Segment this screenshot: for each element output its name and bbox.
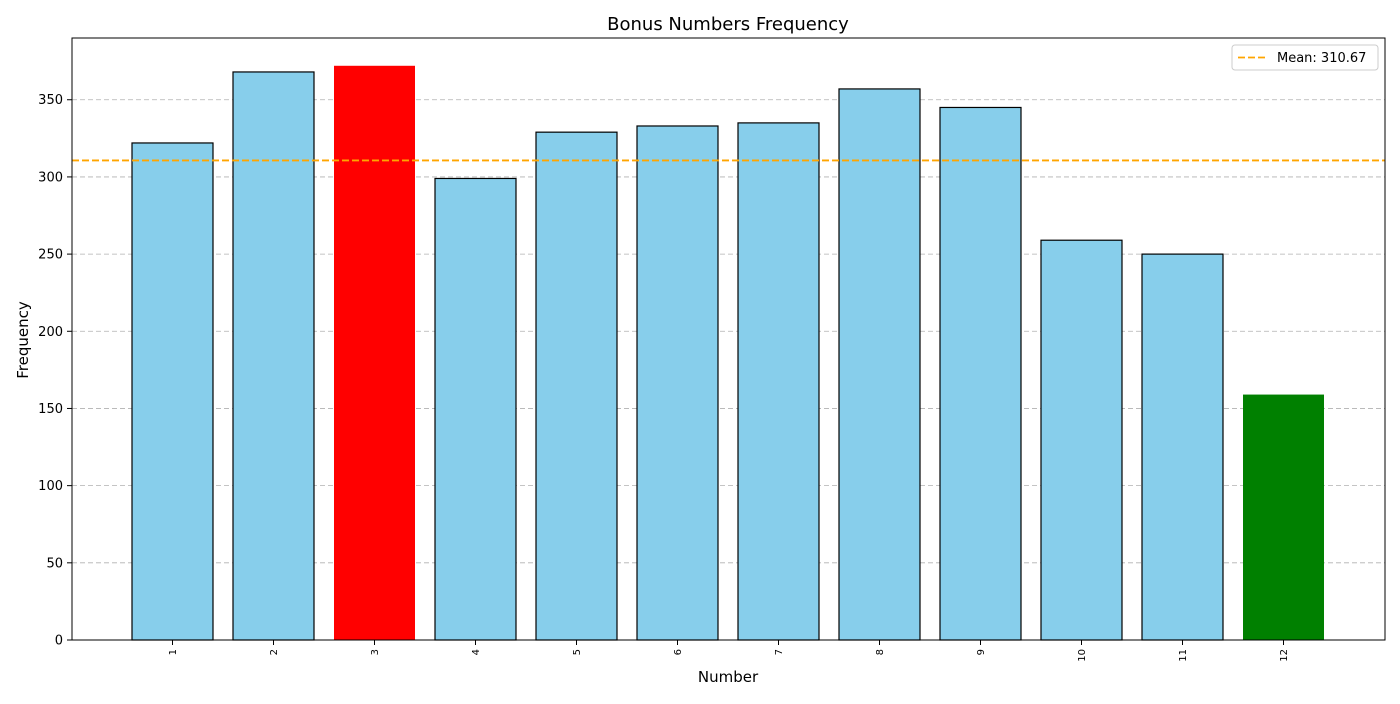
x-tick-label: 12 xyxy=(1279,649,1290,662)
x-tick-label: 4 xyxy=(471,649,482,655)
bar-10 xyxy=(1040,239,1123,641)
legend-mean-label: Mean: 310.67 xyxy=(1277,51,1366,66)
y-tick-label: 150 xyxy=(38,402,63,417)
x-tick-label: 7 xyxy=(774,649,785,655)
y-tick-label: 250 xyxy=(38,248,63,263)
bar-5 xyxy=(535,131,618,641)
x-tick-label: 9 xyxy=(976,649,987,655)
x-tick-label: 8 xyxy=(875,649,886,655)
bars xyxy=(131,65,1324,641)
x-tick-label: 11 xyxy=(1178,649,1189,662)
x-tick-label: 6 xyxy=(673,649,684,655)
bar-9 xyxy=(939,106,1022,641)
x-tick-label: 5 xyxy=(572,649,583,655)
x-ticks: 1 2 3 4 5 6 7 8 9 10 11 12 xyxy=(168,640,1290,662)
bar-8 xyxy=(838,88,921,641)
bar-6 xyxy=(636,125,719,641)
bar-3 xyxy=(334,65,415,641)
bar-7 xyxy=(737,122,820,641)
y-tick-label: 350 xyxy=(38,93,63,108)
legend-box xyxy=(1231,44,1379,71)
bar-2 xyxy=(232,71,315,641)
x-tick-label: 3 xyxy=(370,649,381,655)
bar-4 xyxy=(434,177,517,641)
y-axis-label: Frequency xyxy=(14,301,32,379)
axes xyxy=(71,37,1386,641)
y-ticks: 0 50 100 150 200 250 300 350 xyxy=(38,93,72,649)
x-tick-label: 10 xyxy=(1077,649,1088,662)
bar-11 xyxy=(1141,253,1224,641)
chart-title: Bonus Numbers Frequency xyxy=(607,14,849,35)
y-tick-label: 200 xyxy=(38,325,63,340)
legend: Mean: 310.67 xyxy=(1231,44,1379,71)
y-tick-label: 50 xyxy=(46,556,63,571)
plot-frame xyxy=(71,37,1386,641)
y-tick-label: 300 xyxy=(38,170,63,185)
x-tick-label: 2 xyxy=(269,649,280,655)
y-tick-label: 100 xyxy=(38,479,63,494)
bar-12 xyxy=(1243,394,1324,640)
bar-1 xyxy=(131,142,214,641)
x-tick-label: 1 xyxy=(168,649,179,655)
x-axis-label: Number xyxy=(698,668,759,686)
y-tick-label: 0 xyxy=(55,634,63,649)
